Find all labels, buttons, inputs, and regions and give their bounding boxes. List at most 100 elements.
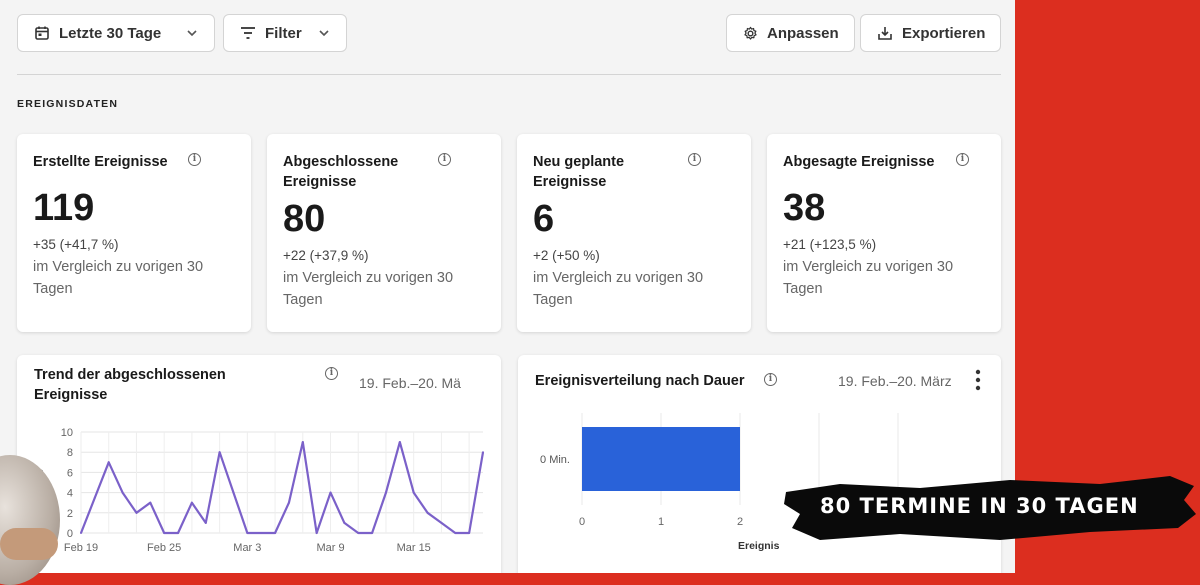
data-point <box>204 521 207 524</box>
app-window: Letzte 30 Tage Filter Anpassen Exportier… <box>0 0 1015 573</box>
x-tick-label: Mar 9 <box>316 542 344 554</box>
trend-panel-date: 19. Feb.–20. Mä <box>359 375 461 391</box>
data-point <box>426 511 429 514</box>
data-point <box>149 501 152 504</box>
x-tick-label: 0 <box>579 516 585 528</box>
data-point <box>232 491 235 494</box>
section-title: EREIGNISDATEN <box>17 98 119 110</box>
data-point <box>107 461 110 464</box>
y-tick-label: 10 <box>61 427 73 439</box>
data-point <box>398 441 401 444</box>
card-change: +35 (+41,7 %) <box>33 237 119 252</box>
duration-bar-chart: 0 1 2 0 Min. Ereignis <box>540 413 899 552</box>
export-button[interactable]: Exportieren <box>860 14 1001 52</box>
data-point <box>287 501 290 504</box>
stat-card-cancelled: Abgesagte Ereignisse i 38 +21 (+123,5 %)… <box>767 134 1001 332</box>
data-point <box>163 532 166 534</box>
card-value: 6 <box>533 198 555 240</box>
date-range-dropdown[interactable]: Letzte 30 Tage <box>17 14 215 52</box>
bar <box>582 427 740 491</box>
card-compare: im Vergleich zu vorigen 30 Tagen <box>533 270 704 308</box>
y-tick-label: 4 <box>67 488 73 500</box>
card-value: 119 <box>33 187 95 229</box>
data-point <box>440 521 443 524</box>
info-icon[interactable]: i <box>325 367 338 380</box>
category-label: 0 Min. <box>540 454 570 466</box>
data-point <box>93 496 96 499</box>
chevron-down-icon <box>319 30 329 37</box>
x-tick-label: 2 <box>737 516 743 528</box>
data-point <box>357 532 360 534</box>
data-point <box>412 491 415 494</box>
distribution-panel-title: Ereignisverteilung nach Dauer <box>535 373 745 389</box>
info-icon[interactable]: i <box>956 153 969 166</box>
distribution-panel: Ereignisverteilung nach Dauer i 19. Feb.… <box>518 355 1001 573</box>
webcam-hand <box>0 528 58 560</box>
filter-dropdown[interactable]: Filter <box>223 14 347 52</box>
data-point <box>301 441 304 444</box>
export-label: Exportieren <box>902 24 986 42</box>
card-title: Erstellte Ereignisse <box>33 154 168 170</box>
overlay-caption: 80 TERMINE IN 30 TAGEN <box>820 494 1139 518</box>
data-point <box>343 521 346 524</box>
data-point <box>468 532 471 534</box>
card-value: 80 <box>283 198 326 240</box>
card-compare: im Vergleich zu vorigen 30 Tagen <box>783 259 954 297</box>
card-change: +22 (+37,9 %) <box>283 248 369 263</box>
data-point <box>384 491 387 494</box>
data-point <box>329 491 332 494</box>
info-icon[interactable]: i <box>438 153 451 166</box>
gear-icon <box>744 26 757 40</box>
data-point <box>80 532 82 534</box>
data-point <box>121 491 124 494</box>
info-icon[interactable]: i <box>188 153 201 166</box>
card-compare: im Vergleich zu vorigen 30 Tagen <box>283 270 454 308</box>
data-point <box>315 532 318 534</box>
card-change: +2 (+50 %) <box>533 248 600 263</box>
y-tick-label: 2 <box>67 508 73 520</box>
card-change: +21 (+123,5 %) <box>783 237 877 252</box>
toolbar-divider <box>17 74 1001 75</box>
more-options-icon[interactable] <box>974 369 982 391</box>
chevron-down-icon <box>187 30 197 37</box>
x-tick-label: Feb 19 <box>64 542 98 554</box>
y-tick-label: 8 <box>67 447 73 459</box>
card-value: 38 <box>783 187 826 229</box>
x-tick-label: Mar 3 <box>233 542 261 554</box>
trend-panel: Trend der abgeschlossenen Ereignisse i 1… <box>17 355 501 573</box>
stat-card-created: Erstellte Ereignisse i 119 +35 (+41,7 %)… <box>17 134 251 332</box>
info-icon[interactable]: i <box>764 373 777 386</box>
card-title: Abgeschlossene Ereignisse <box>283 154 399 190</box>
info-icon[interactable]: i <box>688 153 701 166</box>
y-tick-label: 0 <box>67 528 73 540</box>
customize-button[interactable]: Anpassen <box>726 14 855 52</box>
data-point <box>454 532 457 534</box>
data-point <box>135 511 138 514</box>
data-point <box>260 532 263 534</box>
stat-card-completed: Abgeschlossene Ereignisse i 80 +22 (+37,… <box>267 134 501 332</box>
x-axis-label: Ereignis <box>738 540 780 552</box>
calendar-icon <box>35 26 49 40</box>
date-range-label: Letzte 30 Tage <box>59 24 162 42</box>
data-point <box>246 532 249 534</box>
customize-label: Anpassen <box>767 24 839 42</box>
data-point <box>218 451 221 454</box>
data-point <box>371 532 374 534</box>
brush-stroke-banner <box>784 476 1196 540</box>
x-tick-label: Mar 15 <box>397 542 431 554</box>
x-tick-label: Feb 25 <box>147 542 181 554</box>
download-icon <box>878 27 892 40</box>
y-tick-label: 6 <box>67 467 73 479</box>
filter-icon <box>241 27 255 39</box>
data-point <box>274 532 277 534</box>
stat-card-rescheduled: Neu geplante Ereignisse i 6 +2 (+50 %) i… <box>517 134 751 332</box>
card-title: Abgesagte Ereignisse <box>783 154 935 170</box>
series-line <box>79 440 485 535</box>
card-title: Neu geplante Ereignisse <box>533 154 625 190</box>
distribution-panel-date: 19. Feb.–20. März <box>838 373 952 389</box>
x-tick-label: 1 <box>658 516 664 528</box>
filter-label: Filter <box>265 24 302 42</box>
data-point <box>482 451 484 454</box>
data-point <box>177 532 180 534</box>
